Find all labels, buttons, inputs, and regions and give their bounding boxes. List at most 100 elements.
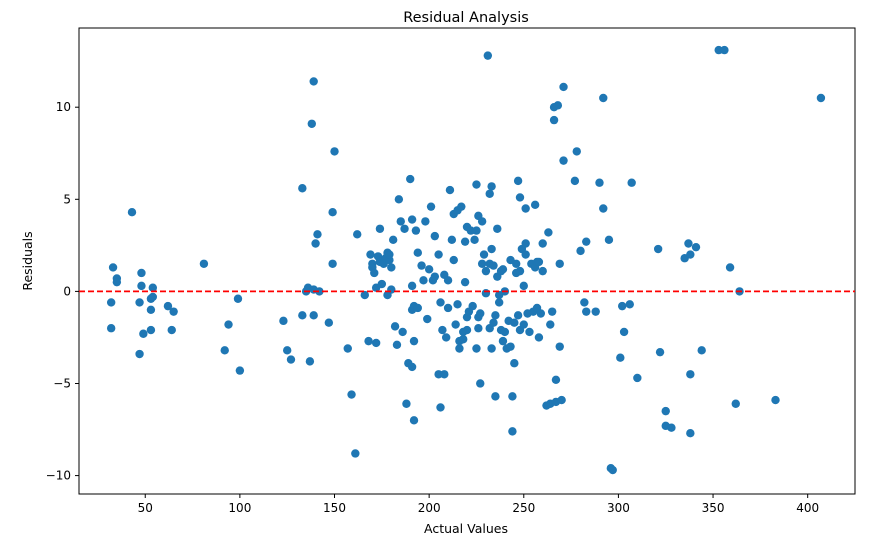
data-point [653,244,663,254]
data-point [512,259,521,268]
data-point [309,77,318,86]
data-point [667,423,676,432]
data-point [457,202,466,211]
data-point [377,279,387,289]
data-point [521,250,530,259]
data-point [436,403,445,412]
data-point [424,265,434,274]
data-point [686,250,695,259]
data-point [423,314,432,324]
data-point [137,268,146,278]
data-point [199,259,209,268]
data-point [515,193,525,202]
data-point [167,325,176,335]
data-point [438,325,447,335]
data-point [570,176,580,186]
data-point [538,239,547,248]
data-point [534,333,544,342]
data-point [771,395,780,405]
data-point [426,202,436,211]
data-point [445,185,455,195]
data-point [731,399,740,408]
chart-title: Residual Analysis [403,10,529,26]
data-point [163,301,173,311]
data-point [282,346,292,355]
data-point [538,266,547,276]
data-point [139,329,148,338]
data-point [555,259,564,268]
data-point [396,217,405,226]
data-point [127,207,137,217]
data-point [481,289,491,298]
data-point [309,311,318,320]
data-point [279,316,288,326]
data-point [400,224,409,233]
data-point [582,237,591,246]
x-axis: 50 100 150 200 250 300 350 400 [138,494,819,515]
data-point [481,266,491,276]
data-point [411,226,421,235]
data-point [388,235,398,245]
data-point [390,322,400,331]
data-point [233,294,243,303]
data-point [521,239,530,248]
data-point [449,255,458,265]
data-point [494,298,504,307]
data-point [443,276,453,285]
data-point [580,298,589,307]
data-point [498,265,508,274]
data-point [137,281,146,291]
data-point [508,427,517,436]
data-point [655,347,665,357]
data-point [409,416,419,425]
x-tick-label: 150 [323,501,346,515]
x-tick-label: 350 [702,501,725,515]
x-tick-label: 100 [228,501,251,515]
data-point [508,392,517,401]
data-point [417,261,426,270]
data-point [487,244,496,254]
data-point [513,311,523,320]
data-point [112,277,122,287]
x-axis-label: Actual Values [424,521,508,536]
data-point [135,298,144,307]
data-point [595,178,604,187]
data-point [476,379,485,388]
data-point [525,327,534,337]
data-point [591,307,600,316]
data-point [555,342,564,351]
data-point [553,101,563,110]
data-point [443,303,453,313]
data-point [351,449,360,458]
data-point [406,174,415,184]
data-point [370,268,379,278]
data-point [430,272,440,281]
data-point [313,230,322,239]
data-point [311,239,320,248]
data-point [148,292,158,302]
data-point [235,366,245,375]
data-point [409,336,419,346]
data-point [148,283,158,292]
data-point [146,305,156,315]
data-point [392,340,402,350]
y-tick-label: −5 [53,376,71,390]
data-point [530,200,540,210]
data-point [487,344,496,353]
data-point [315,287,324,296]
data-point [468,301,477,311]
data-point [491,392,500,401]
data-point [307,119,316,128]
data-point [498,336,508,346]
data-point [627,178,636,187]
y-tick-label: 5 [63,192,71,206]
data-point [506,342,515,351]
data-point [366,250,375,259]
data-point [470,235,479,245]
data-point [224,320,233,329]
data-point [343,344,352,353]
data-point [691,242,701,252]
data-point [436,298,445,307]
data-point [479,250,489,259]
